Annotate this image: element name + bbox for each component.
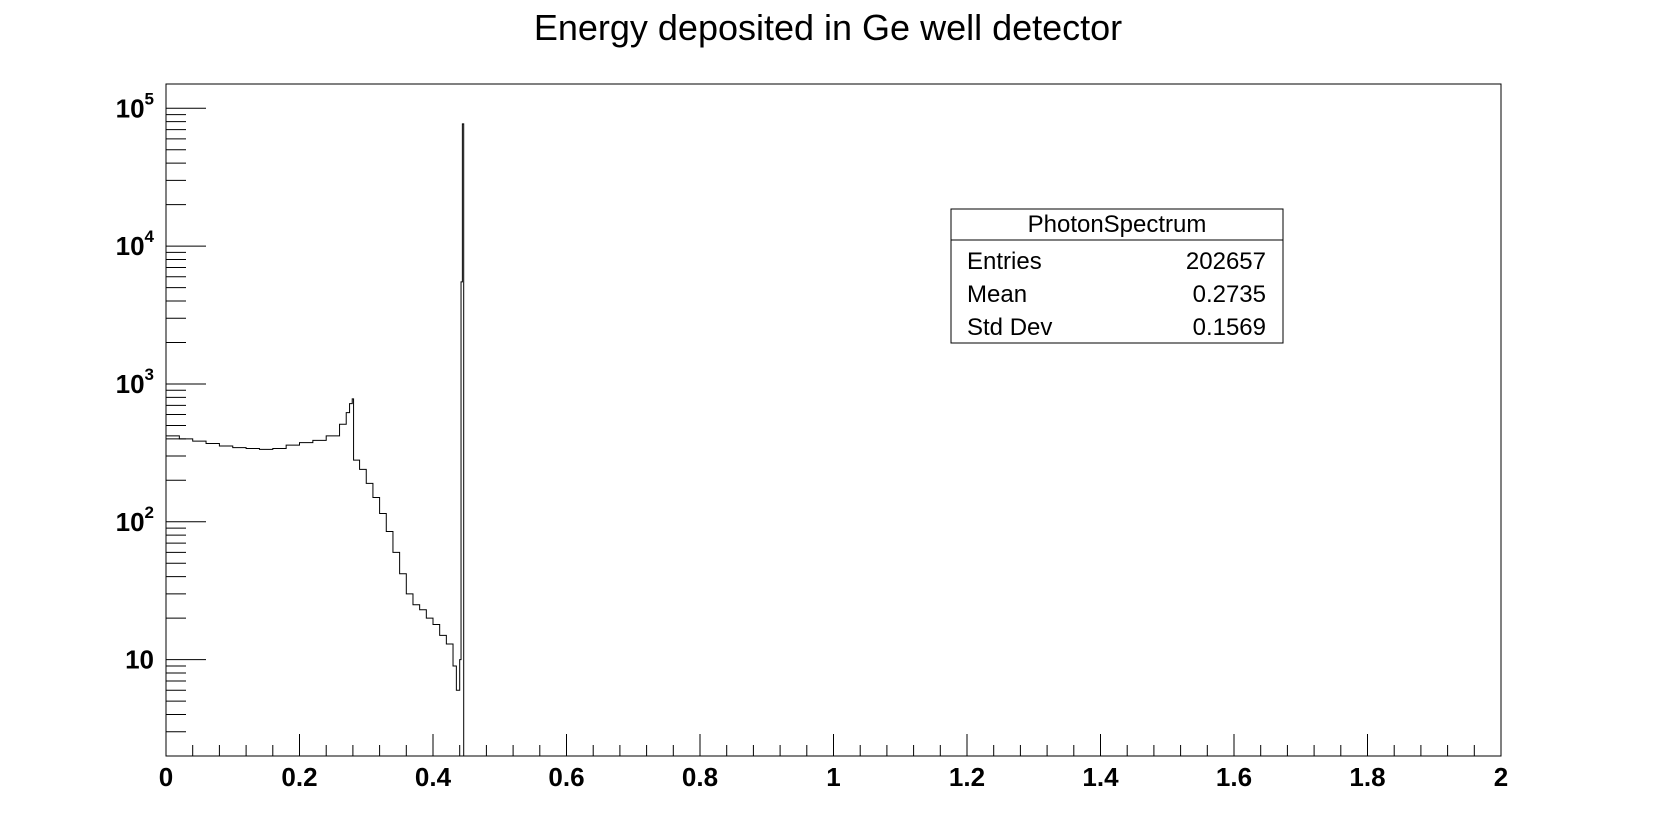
stats-box: PhotonSpectrum Entries 202657 Mean 0.273…	[950, 208, 1284, 344]
x-tick-label: 0.6	[548, 762, 584, 792]
x-tick-label: 1.6	[1216, 762, 1252, 792]
x-tick-label: 1.8	[1349, 762, 1385, 792]
x-axis-ticks	[165, 734, 1502, 756]
y-tick-label: 102	[116, 503, 154, 537]
x-tick-label: 1.4	[1082, 762, 1119, 792]
plot-frame	[165, 83, 1502, 757]
stats-value-stddev: 0.1569	[1193, 314, 1266, 341]
y-tick-label: 10	[125, 645, 154, 675]
x-tick-label: 0.8	[682, 762, 718, 792]
chart-title: Energy deposited in Ge well detector	[534, 7, 1122, 48]
x-tick-label: 2	[1494, 762, 1508, 792]
x-tick-label: 0	[159, 762, 173, 792]
stats-box-title: PhotonSpectrum	[1028, 211, 1207, 238]
y-axis-labels: 105 104 103 102 10	[116, 89, 155, 674]
stats-label-entries: Entries	[967, 248, 1042, 275]
y-tick-label: 104	[116, 227, 155, 261]
histogram-line	[166, 123, 466, 757]
stats-value-entries: 202657	[1186, 248, 1266, 275]
stats-box-frame	[950, 208, 1284, 344]
stats-label-mean: Mean	[967, 281, 1027, 308]
x-tick-label: 1.2	[949, 762, 985, 792]
stats-label-stddev: Std Dev	[967, 314, 1052, 341]
x-axis-labels: 0 0.2 0.4 0.6 0.8 1 1.2 1.4 1.6 1.8 2	[159, 762, 1508, 792]
y-axis-ticks	[166, 107, 206, 757]
x-tick-label: 0.2	[281, 762, 317, 792]
x-tick-label: 1	[826, 762, 840, 792]
stats-value-mean: 0.2735	[1193, 281, 1266, 308]
y-tick-label: 103	[116, 365, 154, 399]
x-tick-label: 0.4	[415, 762, 452, 792]
y-tick-label: 105	[116, 89, 154, 123]
